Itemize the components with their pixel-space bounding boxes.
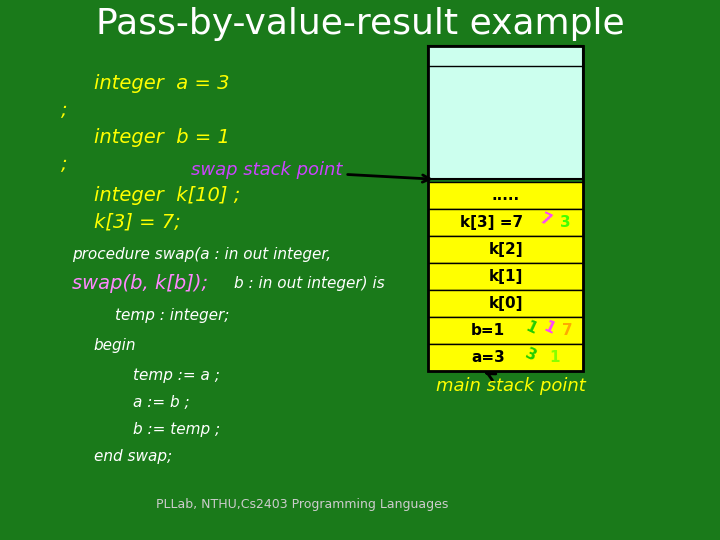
Text: 3: 3	[523, 346, 539, 364]
Text: procedure swap(a : in out integer,: procedure swap(a : in out integer,	[72, 247, 331, 262]
Text: 1: 1	[523, 319, 539, 338]
Text: integer  a = 3: integer a = 3	[94, 74, 229, 93]
Text: swap stack point: swap stack point	[191, 161, 430, 182]
Bar	[428, 263, 583, 290]
Text: Pass-by-value-result example: Pass-by-value-result example	[96, 8, 624, 41]
Text: temp := a ;: temp := a ;	[133, 368, 220, 383]
Bar	[428, 46, 583, 371]
Text: k[1]: k[1]	[489, 269, 523, 284]
Bar	[428, 236, 583, 263]
Text: b := temp ;: b := temp ;	[133, 422, 220, 437]
Bar	[428, 290, 583, 317]
Text: end swap;: end swap;	[94, 449, 172, 464]
Text: k[2]: k[2]	[488, 242, 523, 257]
Text: ;: ;	[61, 155, 68, 174]
Bar	[428, 182, 583, 209]
Text: b : in out integer) is: b : in out integer) is	[234, 276, 384, 291]
Bar	[428, 317, 583, 344]
Text: main stack point: main stack point	[436, 373, 586, 395]
Bar	[428, 46, 583, 179]
Bar	[428, 344, 583, 371]
Text: swap(b, k[b]);: swap(b, k[b]);	[72, 274, 208, 293]
Text: a := b ;: a := b ;	[133, 395, 190, 410]
Bar	[428, 209, 583, 236]
Text: k[3] = 7;: k[3] = 7;	[94, 213, 180, 232]
Text: 1: 1	[541, 319, 557, 338]
Text: k[3] =7: k[3] =7	[460, 215, 523, 230]
Text: .....: .....	[492, 188, 520, 203]
Text: a=3: a=3	[471, 350, 505, 365]
Text: 3: 3	[559, 215, 570, 230]
Text: begin: begin	[94, 338, 136, 353]
Text: integer  b = 1: integer b = 1	[94, 128, 230, 147]
Text: k[0]: k[0]	[489, 296, 523, 311]
Text: ;: ;	[61, 101, 68, 120]
Text: temp : integer;: temp : integer;	[115, 308, 230, 323]
Text: 1: 1	[549, 350, 560, 365]
Text: 7: 7	[537, 211, 554, 230]
Text: PLLab, NTHU,Cs2403 Programming Languages: PLLab, NTHU,Cs2403 Programming Languages	[156, 498, 449, 511]
Text: b=1: b=1	[471, 323, 505, 338]
Text: 7: 7	[562, 323, 572, 338]
Text: integer  k[10] ;: integer k[10] ;	[94, 186, 240, 205]
